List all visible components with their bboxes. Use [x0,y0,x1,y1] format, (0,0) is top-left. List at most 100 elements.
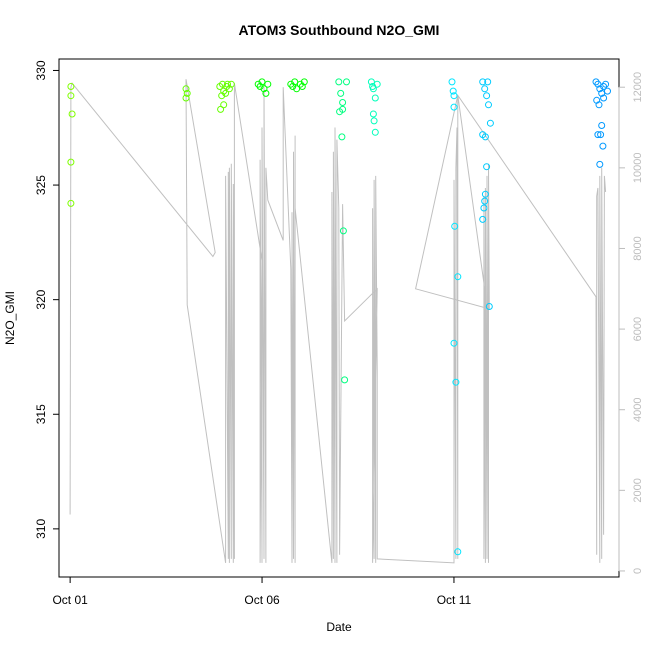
y-tick-label: 310 [34,519,48,539]
data-point [481,197,489,205]
data-point [484,78,492,86]
data-point [481,133,489,141]
data-point [598,122,606,129]
data-point [339,105,347,113]
altitude-line [69,79,607,564]
data-point [485,303,493,310]
data-point [67,199,75,207]
data-point [254,80,262,88]
data-point [454,273,462,281]
data-point [600,83,608,90]
data-point [481,190,489,198]
data-point [341,376,349,384]
data-points [67,78,611,556]
data-point [339,99,347,106]
y-axis: 310 315 320 325 330 [34,60,60,539]
data-point [448,78,456,86]
data-point [450,103,458,111]
data-point [343,78,350,86]
x-tick-label: Oct 11 [437,593,472,607]
data-point [262,89,270,97]
data-point [479,215,487,223]
data-point [256,83,264,90]
data-point [260,85,268,93]
data-point [599,142,607,150]
data-point [296,80,304,88]
data-point [481,85,489,93]
data-point [595,101,603,109]
data-point [68,110,76,118]
data-point [451,222,459,230]
data-point [602,80,610,88]
data-point [483,163,491,171]
x-tick-label: Oct 01 [52,593,88,607]
data-point [480,204,488,212]
data-point [596,85,604,93]
data-point [597,131,605,139]
y-tick-label: 320 [34,289,48,309]
data-point [337,89,345,97]
data-point [67,92,75,100]
data-point [479,78,487,86]
x-axis: Oct 01 Oct 06 Oct 11 [52,576,472,607]
data-point [600,94,608,102]
x-tick-label: Oct 06 [244,593,280,607]
data-point [335,78,343,86]
data-point [449,87,457,95]
data-point [450,92,458,100]
data-point [217,105,225,113]
right-tick-label: 2000 [632,478,644,502]
right-tick-label: 10000 [632,153,644,184]
right-axis: 0 2000 4000 6000 8000 10000 12000 [618,72,644,574]
data-point [592,78,600,86]
right-tick-label: 0 [632,568,644,574]
data-point [604,87,611,95]
data-point [223,83,231,90]
right-tick-label: 8000 [632,236,644,260]
data-point [67,83,75,90]
data-point [594,80,602,88]
data-point [289,83,297,90]
right-tick-label: 6000 [632,317,644,341]
data-point [596,160,604,168]
data-point [486,119,494,127]
data-point [182,94,190,102]
data-point [454,548,462,556]
y-tick-label: 315 [34,404,48,424]
chart-title: ATOM3 Southbound N2O_GMI [239,22,440,38]
data-point [182,85,190,93]
data-point [298,83,306,90]
data-point [371,94,379,102]
y-tick-label: 330 [34,60,48,80]
data-point [594,131,602,139]
data-point [258,78,266,86]
data-point [219,80,226,88]
data-point [370,117,378,125]
x-axis-label: Date [326,620,352,634]
data-point [222,89,230,97]
data-point [67,158,75,166]
data-point [338,133,346,141]
data-point [264,80,272,88]
data-point [369,83,377,90]
data-point [598,89,606,97]
data-point [218,92,226,100]
y-axis-label: N2O_GMI [3,291,17,345]
data-point [369,110,377,118]
data-point [452,378,460,386]
data-point [293,85,301,93]
data-point [300,78,308,86]
data-point [483,92,491,100]
altitude-trace [69,79,607,564]
data-point [183,89,191,97]
right-tick-label: 4000 [632,397,644,421]
data-point [339,227,347,235]
data-point [367,78,375,86]
data-point [371,128,379,136]
data-point [287,80,295,88]
data-point [485,101,492,109]
y-tick-label: 325 [34,175,48,195]
right-tick-label: 12000 [632,72,644,103]
data-point [450,339,458,347]
